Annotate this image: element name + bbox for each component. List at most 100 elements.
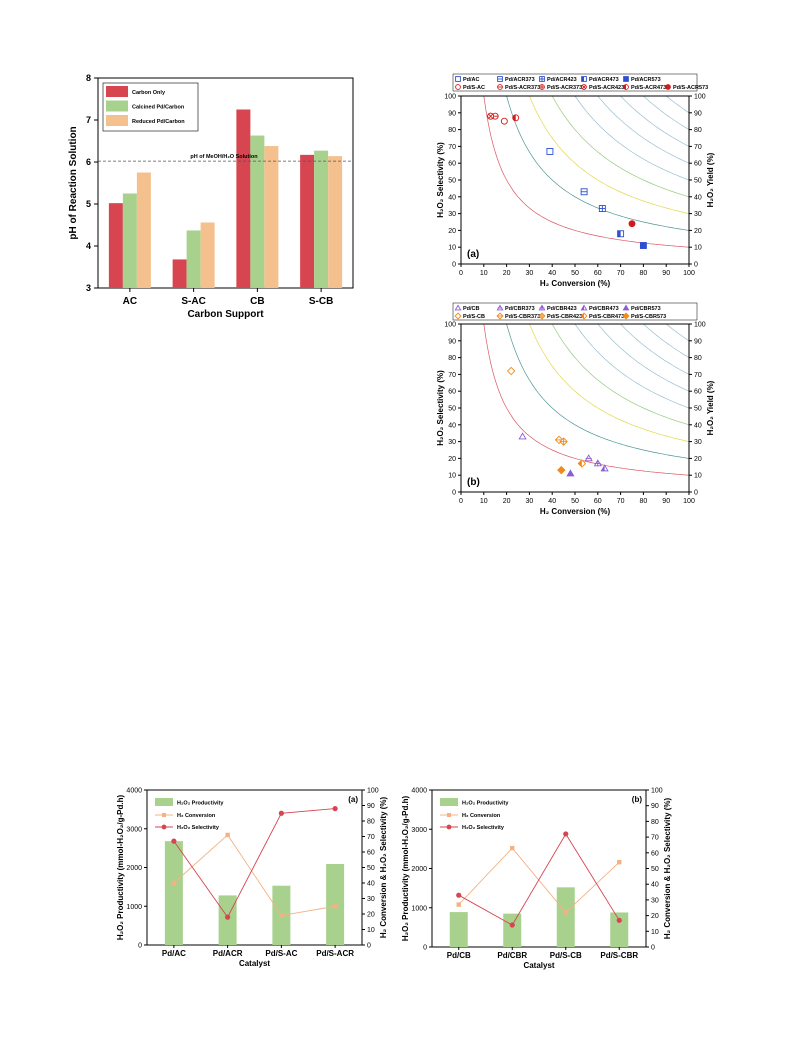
scatter-point	[623, 76, 629, 82]
conversion-point	[225, 832, 230, 838]
y2-tick-label: 50	[694, 406, 702, 413]
x-tick-label: 90	[662, 498, 670, 505]
x-tick-label: 10	[480, 498, 488, 505]
legend-label: Pd/S-CBR373	[505, 314, 540, 320]
y-tick-label: 70	[448, 372, 456, 379]
y-axis-label: H₂O₂ Selectivity (%)	[436, 142, 445, 218]
y2-tick-label: 70	[694, 144, 702, 151]
x-tick-label: 0	[459, 270, 463, 277]
x-tick-label: S-AC	[181, 296, 205, 307]
y-tick-label: 30	[448, 439, 456, 446]
y-tick-label: 6	[86, 157, 91, 167]
y-tick-label: 0	[138, 943, 142, 950]
legend-label: Pd/S-CB	[463, 314, 485, 320]
iso-yield-curve	[483, 323, 690, 476]
panel-label: (b)	[632, 795, 643, 804]
panel-label: (a)	[348, 795, 358, 804]
productivity-bar	[610, 912, 629, 947]
legend-label: Pd/CB	[463, 306, 480, 312]
legend-label: H₂ Conversion	[462, 813, 501, 819]
iso-yield-curve	[665, 323, 690, 342]
scatter-point	[500, 117, 508, 125]
y2-tick-label: 60	[367, 850, 375, 857]
legend-label: Pd/CBR473	[589, 306, 619, 312]
iso-yield-curve	[551, 95, 690, 198]
scatter-point	[566, 469, 575, 477]
scatter-point	[506, 366, 516, 376]
x-tick-label: 50	[571, 498, 579, 505]
y-tick-label: 2000	[126, 865, 142, 872]
y2-tick-label: 0	[367, 943, 371, 950]
y2-tick-label: 100	[694, 322, 706, 329]
y2-tick-label: 80	[694, 127, 702, 134]
y-axis-label: H₂O₂ Selectivity (%)	[436, 370, 445, 446]
y-tick-label: 0	[452, 262, 456, 269]
selectivity-point	[616, 917, 622, 923]
x-tick-label: 100	[683, 270, 695, 277]
iso-yield-curve	[529, 323, 690, 442]
x-tick-label: 10	[480, 270, 488, 277]
y-tick-label: 5	[86, 199, 91, 209]
scatter-point-detail	[578, 459, 582, 468]
x-axis-label: Catalyst	[523, 961, 554, 970]
x-tick-label: 80	[640, 270, 648, 277]
y2-tick-label: 90	[367, 803, 375, 810]
legend-label: Pd/S-ACR373	[547, 85, 582, 91]
x-tick-label: 70	[617, 270, 625, 277]
legend-label: H₂ Conversion	[177, 813, 216, 819]
y2-tick-label: 90	[694, 338, 702, 345]
y2-tick-label: 10	[694, 473, 702, 480]
x-tick-label: 50	[571, 270, 579, 277]
iso-yield-curve	[643, 323, 690, 358]
y2-tick-label: 50	[651, 866, 659, 873]
productivity-bar	[164, 841, 183, 945]
y-axis-label: pH of Reaction Solution	[68, 126, 79, 239]
y2-tick-label: 0	[651, 945, 655, 952]
x-tick-label: Pd/AC	[162, 949, 186, 958]
y2-axis-label: H₂ Conversion & H₂O₂ Selectivity (%)	[379, 796, 388, 938]
y2-tick-label: 80	[651, 819, 659, 826]
y-tick-label: 1000	[126, 904, 142, 911]
y2-tick-label: 90	[651, 803, 659, 810]
y-tick-label: 20	[448, 228, 456, 235]
iso-yield-curve	[483, 95, 690, 248]
scatter-point	[454, 312, 462, 320]
y2-tick-label: 10	[694, 245, 702, 252]
scatter-point-detail	[617, 230, 621, 237]
x-tick-label: 40	[548, 270, 556, 277]
bar	[328, 156, 343, 288]
x-tick-label: Pd/CB	[447, 951, 471, 960]
legend-label: Carbon Only	[132, 90, 166, 96]
scatter-point-detail	[512, 114, 516, 121]
scatter-point-detail	[582, 85, 586, 89]
y-tick-label: 80	[448, 355, 456, 362]
y-tick-label: 2000	[411, 866, 427, 873]
y-tick-label: 0	[452, 490, 456, 497]
legend-swatch	[447, 813, 451, 817]
y2-tick-label: 10	[367, 927, 375, 934]
legend-label: H₂O₂ Selectivity	[462, 825, 505, 831]
x-axis-label: H₂ Conversion (%)	[540, 279, 611, 288]
y2-tick-label: 10	[651, 929, 659, 936]
y-axis-label: H₂O₂ Productivity (mmol-H₂O₂/g-Pd.h)	[116, 795, 125, 941]
y-tick-label: 50	[448, 178, 456, 185]
y2-tick-label: 40	[694, 194, 702, 201]
plot-frame	[97, 77, 354, 289]
y-tick-label: 80	[448, 127, 456, 134]
legend-label: H₂O₂ Selectivity	[177, 825, 220, 831]
x-tick-label: Pd/S-CBR	[600, 951, 638, 960]
x-tick-label: Pd/CBR	[497, 951, 527, 960]
panel-label: (a)	[467, 249, 479, 260]
legend-label: Reduced Pd/Carbon	[132, 119, 185, 125]
y2-axis-label: H₂ Conversion & H₂O₂ Selectivity (%)	[663, 797, 672, 939]
iso-yield-curve	[574, 95, 690, 181]
y-tick-label: 60	[448, 389, 456, 396]
y-tick-label: 40	[448, 422, 456, 429]
y2-tick-label: 100	[694, 94, 706, 101]
combo-chart-b: 0 1000 2000 3000 4000 0 10 20 30 40 50 60 70 80 90 100 P…	[401, 788, 672, 971]
y-axis-label: H₂O₂ Productivity (mmol-H₂O₂/g-Pd.h)	[401, 796, 410, 942]
scatter-point-detail	[488, 113, 494, 119]
scatter-point-detail	[601, 465, 605, 471]
legend-label: Pd/S-ACR423	[589, 85, 624, 91]
